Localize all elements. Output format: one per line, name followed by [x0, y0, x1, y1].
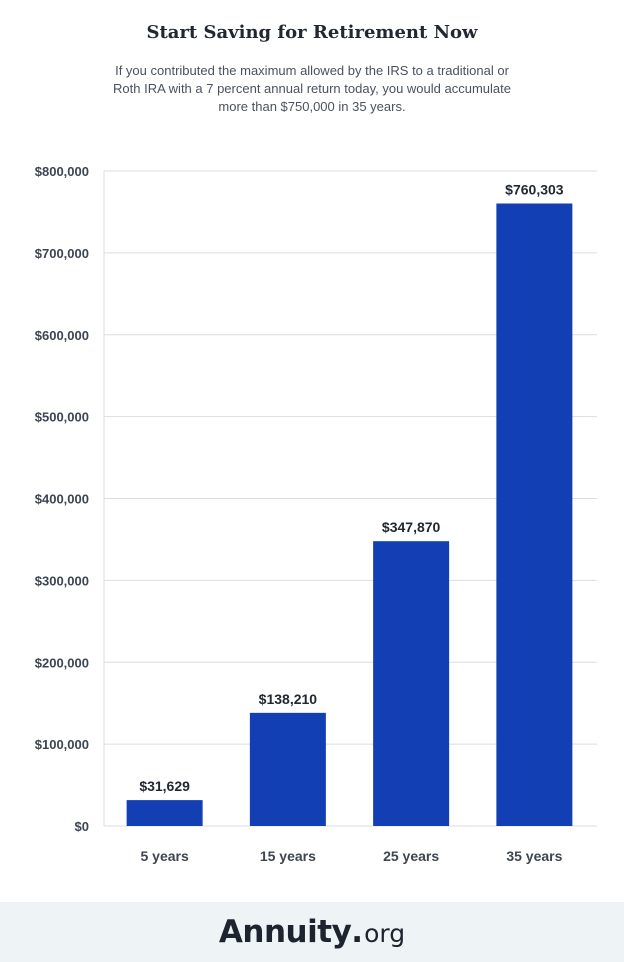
y-tick-label: $300,000: [35, 573, 89, 588]
x-tick-label: 15 years: [260, 848, 316, 864]
bar-value-label: $138,210: [259, 691, 318, 707]
chart-subtitle: If you contributed the maximum allowed b…: [113, 63, 511, 114]
bar: [496, 203, 573, 826]
footer: Annuity. org: [0, 902, 624, 962]
annuity-logo[interactable]: Annuity. org: [219, 914, 405, 950]
x-tick-label: 25 years: [383, 848, 439, 864]
logo-dot: .: [351, 914, 364, 950]
y-tick-label: $800,000: [35, 164, 89, 179]
x-tick-label: 35 years: [506, 848, 562, 864]
chart-title: Start Saving for Retirement Now: [146, 22, 478, 43]
y-tick-label: $0: [75, 819, 89, 834]
logo-wordmark: Annuity: [218, 914, 352, 950]
bar: [373, 541, 450, 826]
bar-value-label: $31,629: [139, 778, 190, 794]
logo-tld: org: [364, 919, 406, 948]
y-tick-label: $600,000: [35, 328, 89, 343]
bar-value-label: $760,303: [505, 182, 564, 198]
bar: [249, 712, 326, 826]
y-tick-label: $500,000: [35, 410, 89, 425]
y-tick-label: $700,000: [35, 246, 89, 261]
x-tick-label: 5 years: [140, 848, 188, 864]
y-tick-label: $400,000: [35, 492, 89, 507]
bar-chart: $0 $100,000 $200,000 $300,000 $400,000 $500,0…: [35, 164, 597, 864]
bar: [126, 800, 203, 826]
bar-value-label: $347,870: [382, 519, 441, 535]
y-tick-label: $100,000: [35, 737, 89, 752]
y-tick-label: $200,000: [35, 655, 89, 670]
